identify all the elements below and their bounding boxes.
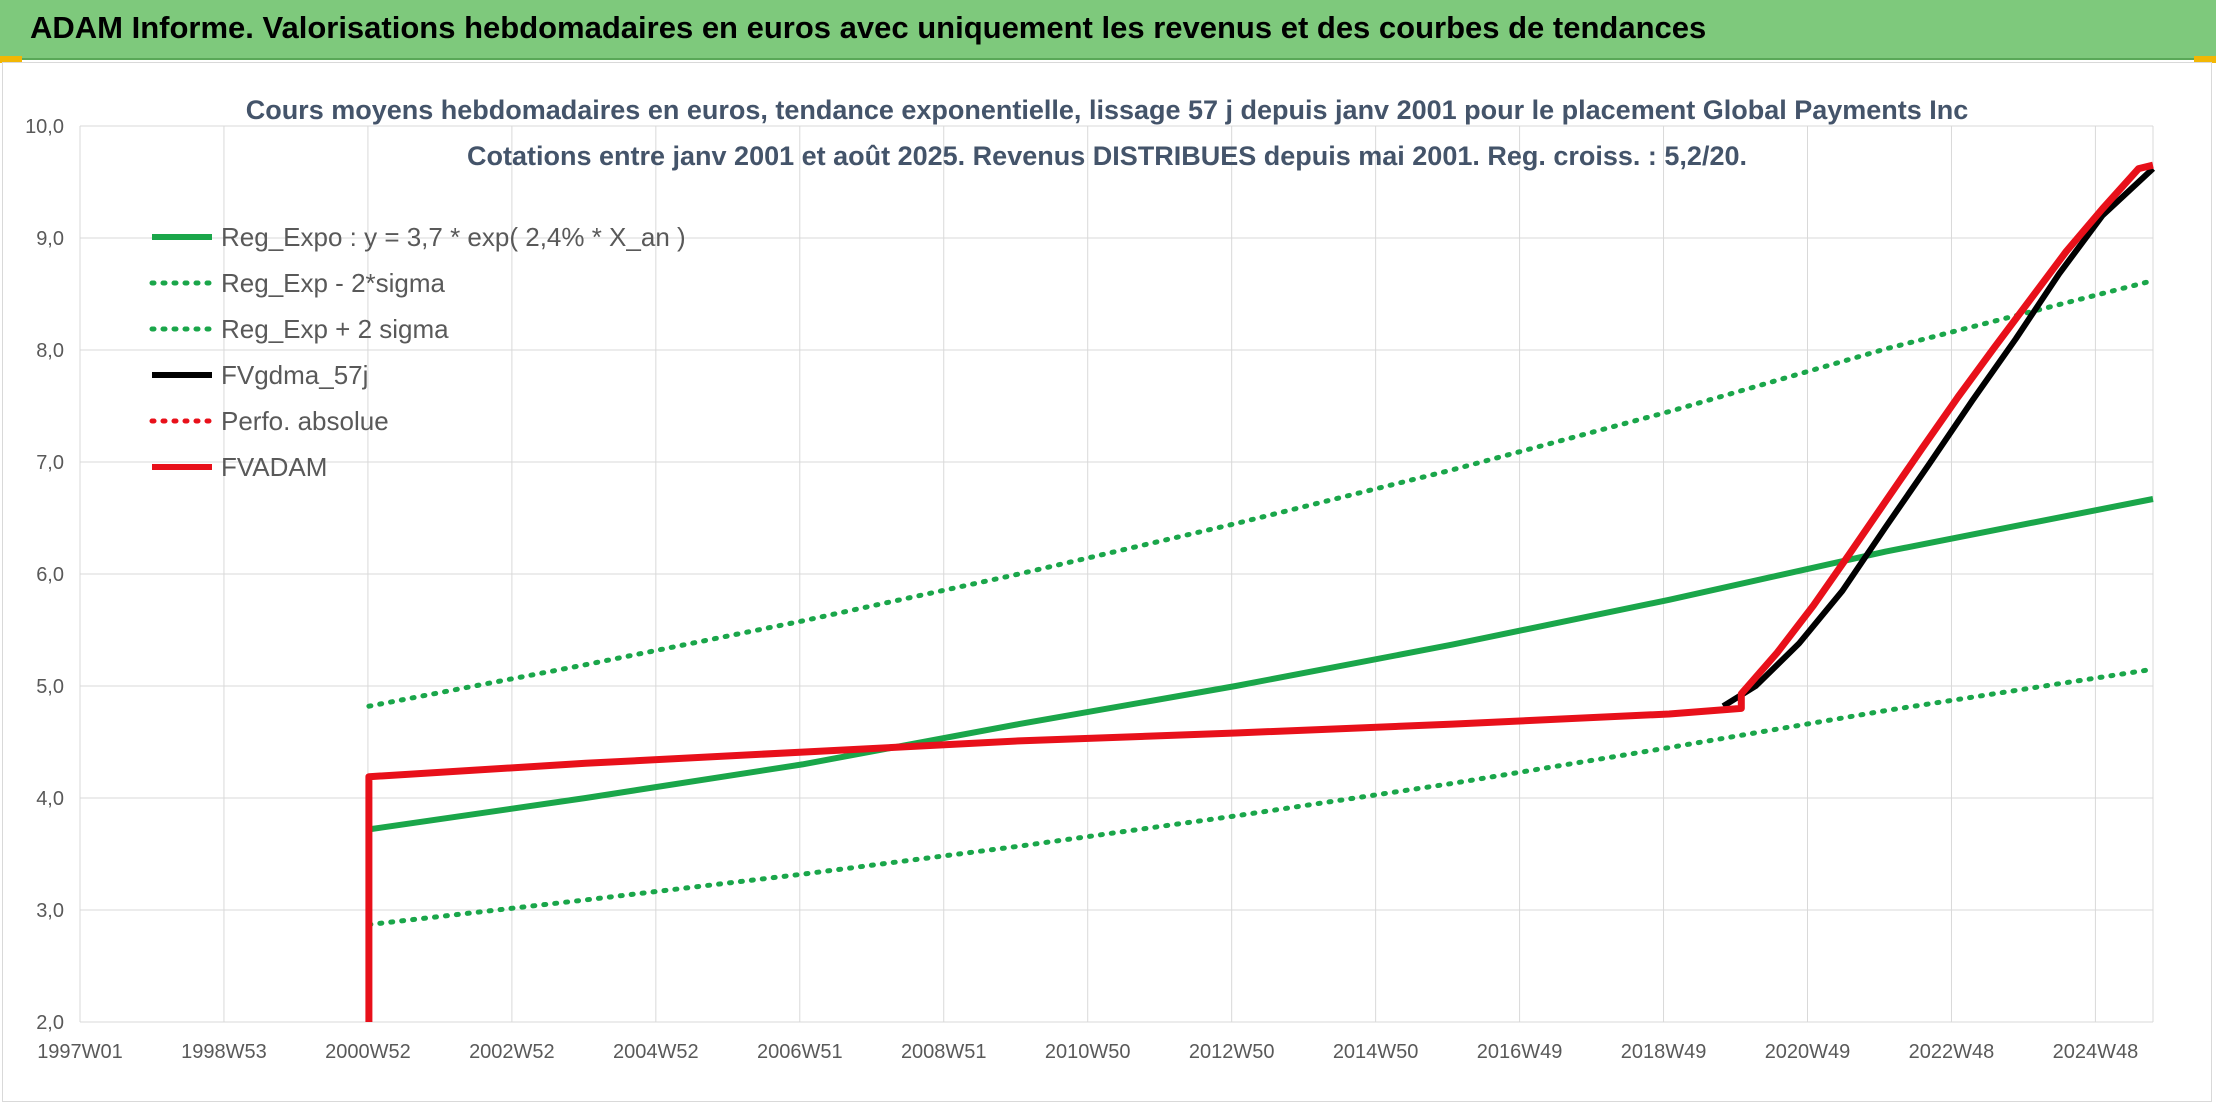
y-tick-label: 5,0 (36, 676, 64, 698)
legend-label: Reg_Exp - 2*sigma (221, 268, 446, 298)
x-tick-label: 2018W49 (1621, 1041, 1707, 1063)
series-line-0 (368, 496, 2154, 833)
legend-label: Perfo. absolue (221, 406, 389, 436)
x-tick-label: 2020W49 (1765, 1041, 1851, 1063)
x-tick-label: 2022W48 (1909, 1041, 1995, 1063)
y-tick-label: 10,0 (25, 116, 64, 138)
legend: Reg_Expo : y = 3,7 * exp( 2,4% * X_an ) R… (149, 222, 686, 482)
x-tick-label: 1998W53 (181, 1041, 267, 1063)
x-tick-label: 2000W52 (325, 1041, 411, 1063)
series-line-3 (1721, 166, 2156, 709)
series-line-2 (366, 278, 2156, 709)
y-axis: 2,0 3,0 4,0 5,0 6,0 7,0 8,0 9,0 10,0 (25, 116, 64, 1034)
x-tick-label: 2024W48 (2053, 1041, 2139, 1063)
series-line-1 (366, 666, 2156, 928)
y-tick-label: 3,0 (36, 900, 64, 922)
series-lines (365, 161, 2156, 1022)
grid (79, 125, 2154, 1023)
x-tick-label: 2002W52 (469, 1041, 555, 1063)
chart-subtitle: Cotations entre janv 2001 et août 2025. … (467, 141, 1747, 171)
chart-title: Cours moyens hebdomadaires en euros, ten… (246, 95, 1969, 125)
x-tick-label: 2008W51 (901, 1041, 987, 1063)
legend-label: FVADAM (221, 452, 327, 482)
x-tick-label: 2012W50 (1189, 1041, 1275, 1063)
x-tick-label: 2014W50 (1333, 1041, 1419, 1063)
y-tick-label: 6,0 (36, 564, 64, 586)
y-tick-label: 8,0 (36, 340, 64, 362)
x-tick-label: 2006W51 (757, 1041, 843, 1063)
x-tick-label: 2016W49 (1477, 1041, 1563, 1063)
series-line-5 (365, 161, 2154, 1022)
report-header: ADAM Informe. Valorisations hebdomadaire… (0, 0, 2216, 60)
x-tick-label: 2004W52 (613, 1041, 699, 1063)
legend-label: FVgdma_57j (221, 360, 368, 390)
legend-label: Reg_Exp + 2 sigma (221, 314, 449, 344)
y-tick-label: 9,0 (36, 228, 64, 250)
corner-marker-right (2194, 56, 2216, 63)
x-axis: 1997W01 1998W53 2000W52 2002W52 2004W52 2006W… (37, 1041, 2138, 1063)
y-tick-label: 2,0 (36, 1012, 64, 1034)
corner-marker-left (0, 56, 22, 63)
legend-label: Reg_Expo : y = 3,7 * exp( 2,4% * X_an ) (221, 222, 686, 252)
x-tick-label: 2010W50 (1045, 1041, 1131, 1063)
x-tick-label: 1997W01 (37, 1041, 123, 1063)
y-tick-label: 7,0 (36, 452, 64, 474)
report-title: ADAM Informe. Valorisations hebdomadaire… (30, 10, 1707, 45)
y-tick-label: 4,0 (36, 788, 64, 810)
chart-frame (2, 62, 2212, 1102)
